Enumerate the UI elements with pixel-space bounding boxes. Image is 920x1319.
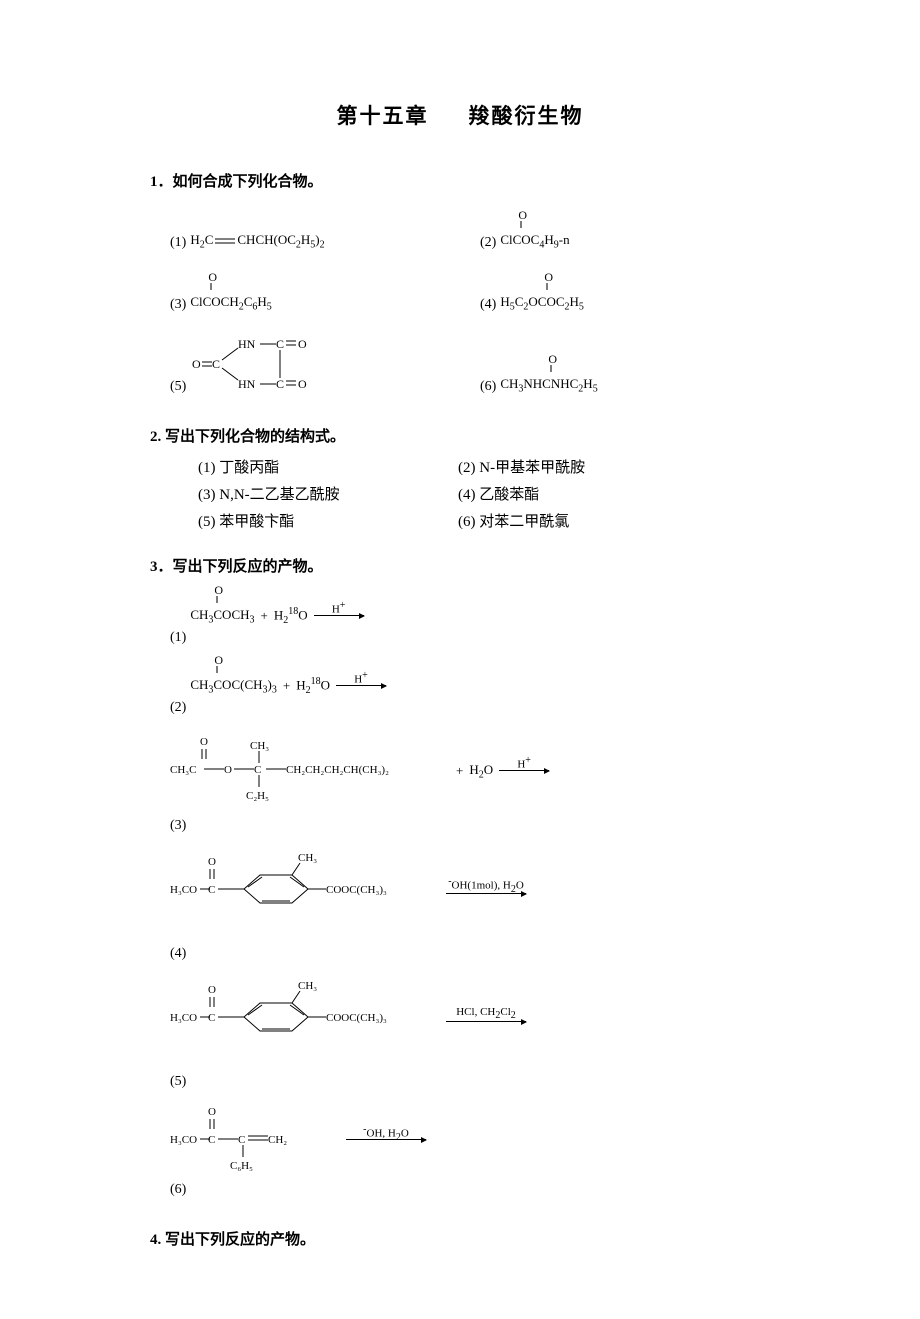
svg-text:O: O: [224, 764, 232, 776]
q1-formula-2: O ‖ ClCOC4H9-n: [500, 232, 569, 251]
q1-label-6: (6): [480, 379, 496, 395]
q1-item-3: (3) O ‖ ClCOCH2C6H5: [170, 263, 460, 313]
q1-item-1: (1) H2CCHCH(OC2H5)2: [170, 201, 460, 251]
q3-reactant-1b: H218O: [274, 606, 308, 626]
q2-4: (4) 乙酸苯酯: [458, 483, 770, 504]
svg-text:CH₂: CH₂: [268, 1134, 287, 1146]
q3-label-4: (4): [170, 946, 186, 961]
double-bond-icon: [213, 237, 237, 245]
q1-heading: 1．如何合成下列化合物。: [150, 170, 770, 191]
q3-label-6: (6): [170, 1182, 186, 1197]
plus-icon: +: [456, 763, 463, 779]
q1-formula-grid: (1) H2CCHCH(OC2H5)2 (2) O ‖ ClCOC4H9-n (…: [170, 201, 770, 395]
svg-text:C: C: [208, 884, 215, 896]
q3-item-6: O H₃CO C C CH₂ C₆H₅ -OH, H2O (6): [170, 1100, 770, 1198]
svg-text:O: O: [298, 377, 307, 391]
reaction-arrow-icon: -OH, H2O: [346, 1139, 426, 1141]
q1-item-4: (4) O ‖ H5C2OCOC2H5: [480, 263, 770, 313]
chapter-name: 羧酸衍生物: [469, 104, 584, 128]
reaction-arrow-icon: H+: [314, 615, 364, 617]
svg-text:C: C: [238, 1134, 245, 1146]
q2-row-1: (1) 丁酸丙酯 (2) N-甲基苯甲酰胺: [198, 456, 770, 477]
reaction-arrow-icon: -OH(1mol), H2O: [446, 893, 526, 895]
svg-text:O: O: [208, 1106, 216, 1118]
q3-structure-5: O H₃CO C CH₃ COOC(CH₃)₃: [170, 975, 440, 1070]
q2-row-2: (3) N,N-二乙基乙酰胺 (4) 乙酸苯酯: [198, 483, 770, 504]
q1-item-5: (5) O C HN HN C C O O: [170, 325, 460, 395]
q1-label-3: (3): [170, 297, 186, 313]
q3-label-5: (5): [170, 1074, 186, 1089]
svg-text:H₃CO: H₃CO: [170, 884, 197, 896]
chapter-title: 第十五章 羧酸衍生物: [150, 100, 770, 130]
svg-text:O: O: [200, 736, 208, 748]
q1-structure-5: O C HN HN C C O O: [190, 330, 330, 395]
svg-text:COOC(CH₃)₃: COOC(CH₃)₃: [326, 884, 387, 896]
svg-text:C: C: [208, 1134, 215, 1146]
svg-text:H₃CO: H₃CO: [170, 1134, 197, 1146]
q3-reactant-2a: O ‖ CH3COC(CH3)3: [190, 677, 277, 696]
q3-item-4: O H₃CO C CH₃ COOC(CH₃)₃ -OH(1mol), H2O: [170, 844, 770, 962]
reaction-arrow-icon: H+: [336, 685, 386, 687]
svg-text:C: C: [208, 1012, 215, 1024]
q1-item-2: (2) O ‖ ClCOC4H9-n: [480, 201, 770, 251]
q3-item-2: (2) O ‖ CH3COC(CH3)3 + H218O H+: [170, 656, 770, 716]
q3-structure-6: O H₃CO C C CH₂ C₆H₅: [170, 1103, 340, 1178]
q2-3: (3) N,N-二乙基乙酰胺: [198, 483, 458, 504]
svg-text:C₆H₅: C₆H₅: [230, 1160, 253, 1172]
q1-formula-4: O ‖ H5C2OCOC2H5: [500, 294, 584, 313]
svg-text:C: C: [254, 764, 261, 776]
q2-1: (1) 丁酸丙酯: [198, 456, 458, 477]
q2-heading: 2. 写出下列化合物的结构式。: [150, 425, 770, 446]
q3-label-2: (2): [170, 700, 186, 716]
svg-text:C: C: [276, 377, 284, 391]
svg-text:HN: HN: [238, 377, 256, 391]
svg-text:CH₂CH₂CH₂CH(CH₃)₂: CH₂CH₂CH₂CH(CH₃)₂: [286, 764, 389, 776]
q1-label-2: (2): [480, 235, 496, 251]
q4-heading: 4. 写出下列反应的产物。: [150, 1228, 770, 1249]
reaction-arrow-icon: H+: [499, 770, 549, 772]
svg-text:O: O: [208, 856, 216, 868]
q2-2: (2) N-甲基苯甲酰胺: [458, 456, 770, 477]
svg-text:O: O: [298, 337, 307, 351]
svg-text:C₂H₅: C₂H₅: [246, 790, 269, 802]
q3-item-5: O H₃CO C CH₃ COOC(CH₃)₃ HCl, CH2Cl2 (5): [170, 972, 770, 1090]
q2-row-3: (5) 苯甲酸卞酯 (6) 对苯二甲酰氯: [198, 510, 770, 531]
q3-label-3: (3): [170, 818, 186, 833]
q2-6: (6) 对苯二甲酰氯: [458, 510, 770, 531]
q1-item-6: (6) O ‖ CH3NHCNHC2H5: [480, 325, 770, 395]
q3-reactant-2b: H218O: [296, 676, 330, 696]
svg-text:CH₃C: CH₃C: [170, 764, 196, 776]
q1-label-4: (4): [480, 297, 496, 313]
svg-text:O: O: [192, 357, 201, 371]
q3-structure-4: O H₃CO C CH₃ COOC(CH₃)₃: [170, 847, 440, 942]
q3-heading: 3．写出下列反应的产物。: [150, 555, 770, 576]
q2-name-list: (1) 丁酸丙酯 (2) N-甲基苯甲酰胺 (3) N,N-二乙基乙酰胺 (4)…: [198, 456, 770, 531]
svg-text:CH₃: CH₃: [250, 740, 269, 752]
q1-formula-1: H2CCHCH(OC2H5)2: [190, 232, 324, 251]
q3-item-1: (1) O ‖ CH3COCH3 + H218O H+: [170, 586, 770, 646]
q3-item-3: O CH₃C O C CH₃ C₂H₅ CH₂CH₂CH₂CH(CH₃)₂ + …: [170, 726, 770, 834]
q1-label-1: (1): [170, 235, 186, 251]
q3-structure-3: O CH₃C O C CH₃ C₂H₅ CH₂CH₂CH₂CH(CH₃)₂: [170, 731, 450, 811]
svg-text:C: C: [212, 357, 220, 371]
q3-label-1: (1): [170, 630, 186, 646]
svg-text:C: C: [276, 337, 284, 351]
q1-label-5: (5): [170, 379, 186, 395]
svg-text:CH₃: CH₃: [298, 852, 317, 864]
chapter-prefix: 第十五章: [337, 104, 429, 128]
q2-5: (5) 苯甲酸卞酯: [198, 510, 458, 531]
q1-formula-3: O ‖ ClCOCH2C6H5: [190, 294, 271, 313]
svg-text:HN: HN: [238, 337, 256, 351]
svg-text:CH₃: CH₃: [298, 980, 317, 992]
q1-formula-6: O ‖ CH3NHCNHC2H5: [500, 376, 597, 395]
reaction-arrow-icon: HCl, CH2Cl2: [446, 1021, 526, 1023]
q3-reactant-1a: O ‖ CH3COCH3: [190, 607, 254, 626]
svg-text:H₃CO: H₃CO: [170, 1012, 197, 1024]
svg-text:COOC(CH₃)₃: COOC(CH₃)₃: [326, 1012, 387, 1024]
plus-icon: +: [283, 678, 290, 694]
q3-reactant-3b: H2O: [469, 762, 493, 781]
svg-text:O: O: [208, 984, 216, 996]
plus-icon: +: [261, 608, 268, 624]
